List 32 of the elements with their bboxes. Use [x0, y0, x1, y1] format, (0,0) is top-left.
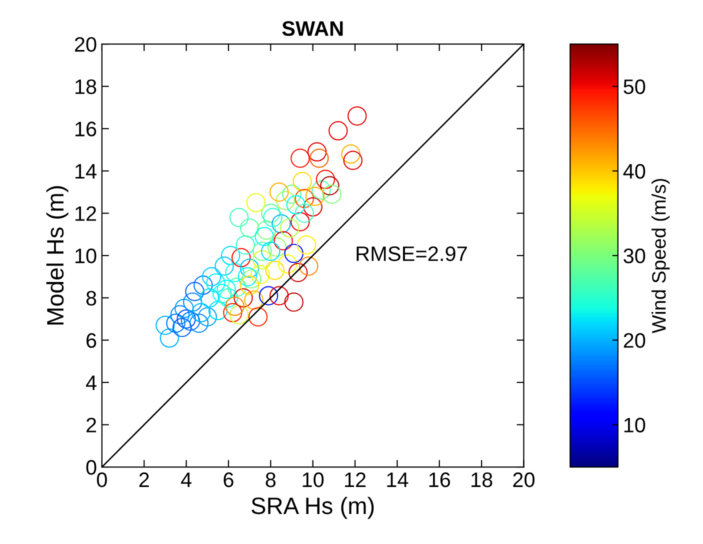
color-bar-label: 50	[624, 79, 646, 94]
y-tick-label: 16	[75, 122, 96, 136]
color-bar-label: 30	[624, 248, 646, 264]
y-tick-label: 6	[86, 333, 96, 348]
y-tick-label: 8	[86, 290, 96, 306]
x-tick-label: 10	[302, 472, 324, 488]
y-tick-label: 12	[75, 206, 96, 221]
annotation: RMSE=2.97	[356, 246, 467, 262]
color-bar-label: 40	[623, 164, 646, 179]
x-tick-label: 18	[472, 472, 492, 488]
y-tick-label: 4	[86, 376, 96, 390]
chart-title: SWAN	[282, 21, 343, 36]
x-tick-label: 14	[387, 472, 408, 487]
x-tick-label: 16	[429, 472, 450, 488]
y-tick-label: 18	[75, 79, 96, 94]
color-bar-label: 10	[624, 418, 646, 432]
x-tick-label: 8	[266, 472, 276, 488]
y-axis-title: Model Hs (m)	[46, 186, 68, 324]
y-tick-label: 20	[74, 37, 96, 52]
y-tick-label: 0	[86, 460, 96, 475]
y-tick-label: 14	[75, 164, 96, 178]
x-tick-label: 6	[224, 472, 234, 488]
color-bar-label: 20	[624, 333, 646, 348]
color-bar-title: Wind Speed (m/s)	[652, 178, 670, 334]
x-tick-label: 0	[96, 472, 107, 488]
x-tick-label: 12	[345, 472, 366, 487]
x-tick-label: 4	[180, 472, 192, 487]
x-tick-label: 20	[513, 472, 535, 488]
x-axis-title: SRA Hs (m)	[252, 496, 374, 519]
y-tick-label: 2	[86, 418, 96, 432]
y-tick-label: 10	[75, 248, 96, 264]
x-tick-label: 2	[139, 472, 149, 487]
